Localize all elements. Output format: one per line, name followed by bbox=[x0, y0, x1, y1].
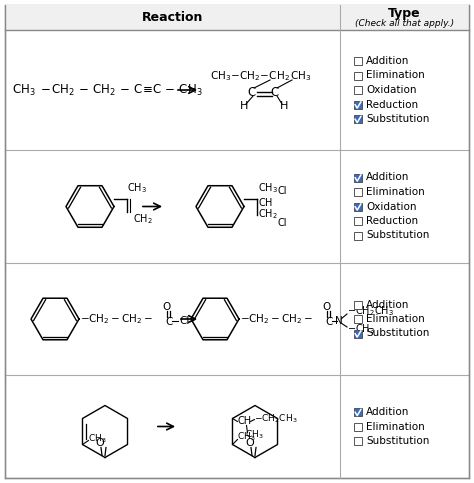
Text: Elimination: Elimination bbox=[366, 71, 425, 81]
Text: C: C bbox=[248, 85, 256, 99]
Bar bbox=[354, 71, 362, 80]
Text: $\mathsf{CH_3}$: $\mathsf{CH_3}$ bbox=[246, 428, 264, 441]
Text: $\mathsf{C}$: $\mathsf{C}$ bbox=[325, 315, 333, 327]
Text: $\mathsf{CH_3}$: $\mathsf{CH_3}$ bbox=[12, 83, 36, 98]
Text: H: H bbox=[240, 101, 248, 111]
Text: Cl: Cl bbox=[179, 316, 190, 326]
Bar bbox=[354, 217, 362, 225]
Text: Elimination: Elimination bbox=[366, 314, 425, 324]
Text: Substitution: Substitution bbox=[366, 230, 429, 241]
Bar bbox=[354, 437, 362, 445]
Bar bbox=[354, 408, 362, 416]
Text: Oxidation: Oxidation bbox=[366, 85, 417, 95]
Bar bbox=[354, 86, 362, 94]
Text: O: O bbox=[163, 302, 171, 312]
Text: (Check all that apply.): (Check all that apply.) bbox=[355, 19, 454, 28]
Text: Addition: Addition bbox=[366, 56, 410, 66]
Text: $\mathsf{-CH_2-CH_2-}$: $\mathsf{-CH_2-CH_2-}$ bbox=[80, 312, 153, 326]
Text: Substitution: Substitution bbox=[366, 436, 429, 446]
Text: $\mathsf{CH_3}$: $\mathsf{CH_3}$ bbox=[258, 182, 278, 196]
Text: $\mathsf{CH_3}$: $\mathsf{CH_3}$ bbox=[127, 182, 147, 196]
Text: $\mathsf{CH_3\!-\!CH_2\!-\!CH_2}$: $\mathsf{CH_3\!-\!CH_2\!-\!CH_2}$ bbox=[210, 69, 290, 83]
Text: N: N bbox=[335, 316, 343, 326]
Bar bbox=[354, 231, 362, 240]
Text: Cl: Cl bbox=[278, 217, 288, 227]
Bar bbox=[354, 202, 362, 211]
Text: Type: Type bbox=[388, 7, 421, 20]
Text: $\mathsf{CH}$: $\mathsf{CH}$ bbox=[258, 196, 273, 208]
Text: Elimination: Elimination bbox=[366, 422, 425, 431]
Text: C: C bbox=[271, 85, 279, 99]
Bar bbox=[354, 423, 362, 430]
Text: $\mathsf{C}$: $\mathsf{C}$ bbox=[164, 315, 173, 327]
Bar bbox=[5, 5, 469, 30]
Text: O: O bbox=[96, 439, 104, 449]
Bar bbox=[354, 300, 362, 309]
Text: Reduction: Reduction bbox=[366, 216, 418, 226]
Bar bbox=[354, 100, 362, 109]
Text: $\mathsf{CH_3}$: $\mathsf{CH_3}$ bbox=[237, 430, 256, 443]
Text: $\mathsf{-CH_2CH_3}$: $\mathsf{-CH_2CH_3}$ bbox=[255, 412, 298, 425]
Bar bbox=[354, 315, 362, 323]
Text: $\mathsf{-CH_2-CH_2-}$: $\mathsf{-CH_2-CH_2-}$ bbox=[240, 312, 313, 326]
Text: O: O bbox=[246, 439, 255, 449]
Text: Addition: Addition bbox=[366, 299, 410, 310]
Text: H: H bbox=[280, 101, 288, 111]
Text: $\mathsf{-CH_3}$: $\mathsf{-CH_3}$ bbox=[347, 322, 375, 336]
Bar bbox=[354, 329, 362, 338]
Text: $\mathsf{CH_3}$: $\mathsf{CH_3}$ bbox=[89, 432, 107, 445]
Text: Elimination: Elimination bbox=[366, 187, 425, 197]
Text: Addition: Addition bbox=[366, 407, 410, 417]
Text: $\mathsf{-CH_2CH_3}$: $\mathsf{-CH_2CH_3}$ bbox=[347, 304, 394, 318]
Text: $\mathsf{CH_3}$: $\mathsf{CH_3}$ bbox=[290, 69, 311, 83]
Text: Addition: Addition bbox=[366, 172, 410, 183]
Text: Substitution: Substitution bbox=[366, 114, 429, 124]
Text: O: O bbox=[323, 302, 331, 312]
Text: CH: CH bbox=[237, 416, 252, 426]
Text: $\mathsf{CH_2}$: $\mathsf{CH_2}$ bbox=[258, 208, 278, 221]
Bar bbox=[354, 188, 362, 196]
Text: Substitution: Substitution bbox=[366, 328, 429, 339]
Text: Cl: Cl bbox=[278, 186, 288, 197]
Text: $\mathsf{CH_2}$: $\mathsf{CH_2}$ bbox=[133, 213, 153, 227]
Text: Reaction: Reaction bbox=[142, 11, 203, 24]
Text: Reduction: Reduction bbox=[366, 99, 418, 110]
Text: $\mathsf{-\,CH_2\,-\,CH_2\,-\,C\!\equiv\!C\,-\,CH_3}$: $\mathsf{-\,CH_2\,-\,CH_2\,-\,C\!\equiv\… bbox=[40, 83, 203, 98]
Bar bbox=[354, 115, 362, 123]
Bar bbox=[354, 57, 362, 65]
Text: Oxidation: Oxidation bbox=[366, 201, 417, 212]
Bar bbox=[354, 173, 362, 182]
